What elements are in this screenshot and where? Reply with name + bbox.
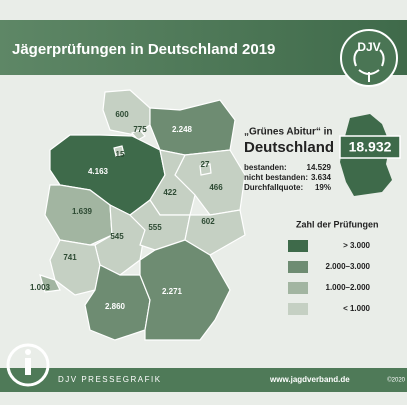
state-label: 1.639 (72, 207, 93, 216)
state-region (113, 145, 125, 157)
stat-label: bestanden: (244, 163, 287, 172)
logo: DJV (340, 29, 398, 87)
state-label: 602 (201, 217, 215, 226)
state-region (199, 163, 212, 176)
state-region (149, 99, 236, 156)
info-icon-bar (25, 358, 31, 375)
stat-value: 19% (315, 183, 331, 192)
state-region (102, 89, 151, 136)
total: 18.932 (349, 139, 392, 155)
state-label: 555 (148, 223, 162, 232)
legend-swatch (288, 282, 308, 294)
state-region (139, 239, 231, 341)
footer-band (0, 368, 407, 392)
legend: > 3.000 2.000–3.000 1.000–2.000 < 1.000 (288, 240, 371, 315)
summary-heading: „Grünes Abitur“ in (244, 127, 333, 138)
info-icon-dot (25, 349, 31, 355)
state-label: 2.248 (172, 125, 193, 134)
summary-subheading: Deutschland (244, 139, 334, 156)
legend-label: 2.000–3.000 (326, 262, 371, 271)
state-label: 545 (110, 232, 124, 241)
state-label: 741 (63, 253, 77, 262)
state-label: 2.271 (162, 287, 183, 296)
stat-value: 14.529 (307, 163, 332, 172)
legend-label: < 1.000 (343, 304, 370, 313)
state-label: 15 (116, 150, 125, 159)
header-band (0, 20, 407, 75)
summary: „Grünes Abitur“ in Deutschland 18.932 (244, 114, 401, 196)
legend-label: > 3.000 (343, 241, 370, 250)
legend-label: 1.000–2.000 (326, 283, 371, 292)
info-icon (6, 343, 50, 387)
state-label: 4.163 (88, 167, 109, 176)
stat-label: nicht bestanden: (244, 173, 308, 182)
legend-swatch (288, 303, 308, 315)
logo-text: DJV (357, 40, 380, 54)
state-region (39, 274, 61, 293)
map: 600 775 2.248 4.163 15 466 27 422 1.639 545 555 602… (30, 89, 246, 341)
legend-swatch (288, 240, 308, 252)
state-label: 775 (133, 125, 147, 134)
legend-swatch (288, 261, 308, 273)
footer-url: www.jagdverband.de (269, 375, 350, 384)
state-label: 27 (201, 160, 210, 169)
title: Jägerprüfungen in Deutschland 2019 (12, 41, 275, 58)
total-box (339, 135, 401, 159)
state-label: 466 (209, 183, 223, 192)
stat-value: 3.634 (311, 173, 332, 182)
footer-copyright: ©2020 (387, 377, 405, 384)
state-label: 600 (115, 110, 129, 119)
legend-title: Zahl der Prüfungen (296, 219, 379, 229)
stat-label: Durchfallquote: (244, 183, 303, 192)
footer-left: DJV PRESSEGRAFIK (58, 375, 162, 384)
state-label: 422 (163, 188, 177, 197)
state-label: 1.003 (30, 283, 51, 292)
state-label: 2.860 (105, 302, 126, 311)
